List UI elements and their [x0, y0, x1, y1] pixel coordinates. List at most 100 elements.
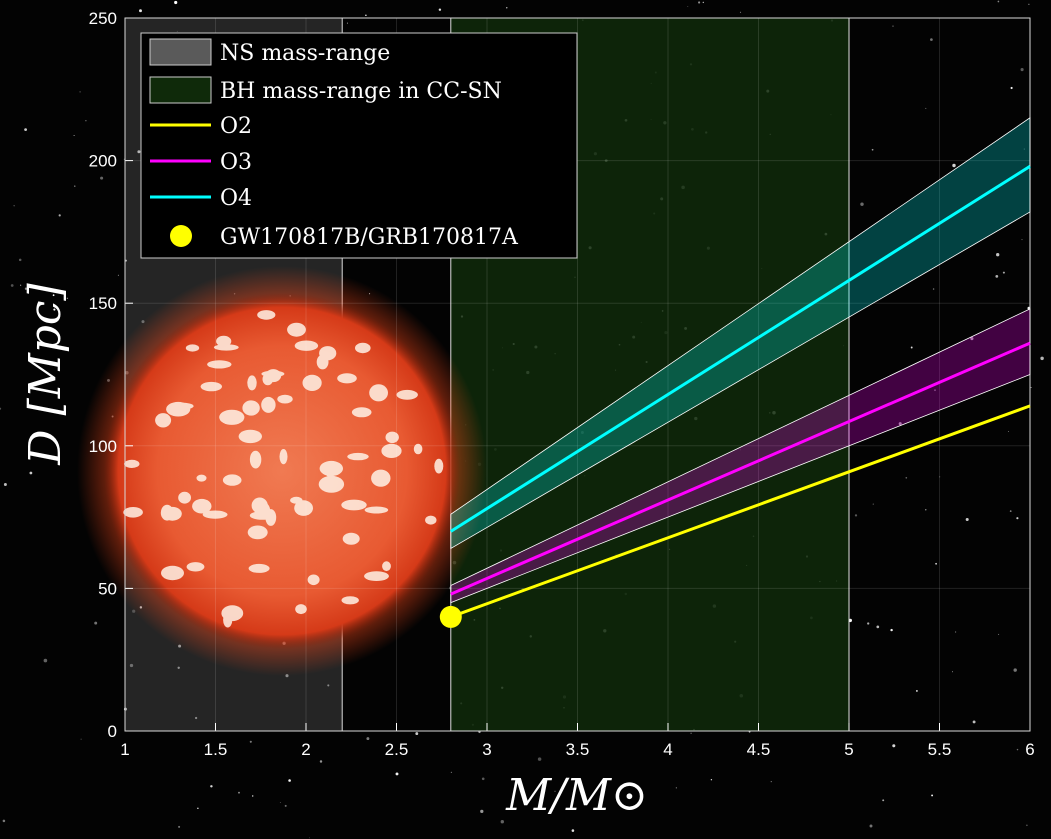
star-spot	[371, 469, 391, 487]
line-o3	[450, 341, 1031, 596]
star	[690, 732, 692, 734]
star	[872, 503, 874, 505]
star	[972, 720, 976, 724]
star-spot	[216, 335, 232, 347]
star-spot	[319, 346, 337, 361]
star	[898, 422, 902, 426]
star	[1016, 517, 1019, 520]
star-spot	[434, 458, 444, 474]
star	[20, 284, 22, 286]
star	[43, 658, 48, 663]
star-spot	[155, 413, 172, 428]
star-spot	[381, 443, 402, 458]
star-spot	[295, 604, 307, 615]
x-tick-label: 1.5	[204, 740, 228, 759]
star	[79, 91, 81, 93]
star	[197, 807, 199, 810]
star-spot	[279, 449, 288, 465]
x-tick-label: 5.5	[928, 740, 952, 759]
star	[85, 120, 87, 122]
x-tick-label: 4	[663, 740, 672, 759]
star	[932, 288, 935, 290]
star-spot	[238, 429, 262, 444]
star	[327, 684, 330, 687]
star	[952, 163, 956, 168]
star-spot	[302, 374, 322, 391]
star	[930, 38, 933, 41]
star	[698, 1, 701, 4]
star	[481, 777, 485, 781]
star-spot	[260, 503, 271, 518]
star	[965, 517, 969, 522]
star-spot	[161, 565, 184, 581]
star	[995, 275, 999, 278]
star	[0, 407, 2, 410]
star	[480, 809, 484, 814]
star-spot	[325, 468, 335, 478]
star	[2, 819, 6, 823]
star	[100, 176, 104, 180]
star	[1009, 510, 1012, 512]
x-tick-label: 2	[301, 740, 310, 759]
event-markers	[439, 605, 462, 628]
star-spot	[124, 459, 140, 468]
star	[1028, 3, 1030, 5]
star	[710, 779, 713, 781]
legend-box	[140, 32, 578, 259]
star-spot	[222, 474, 242, 486]
star-spot	[382, 561, 391, 572]
star	[892, 25, 894, 27]
star	[1013, 668, 1017, 672]
star-spot	[261, 396, 276, 413]
star	[1010, 86, 1013, 90]
star	[952, 671, 953, 673]
star	[1026, 824, 1028, 827]
star	[935, 562, 937, 565]
star	[1023, 148, 1025, 150]
star	[1007, 431, 1009, 433]
star	[871, 148, 874, 151]
star-spot	[200, 381, 222, 392]
y-tick-label: 100	[89, 437, 117, 456]
star-spot	[247, 525, 268, 540]
star-spot	[186, 562, 205, 572]
star	[288, 779, 291, 782]
y-tick-label: 200	[89, 152, 117, 171]
star	[177, 666, 180, 669]
star	[925, 509, 927, 511]
legend-swatch	[149, 76, 212, 104]
x-tick-label: 2.5	[385, 740, 409, 759]
star-spot	[364, 571, 389, 581]
star	[571, 829, 575, 832]
y-tick-label: 50	[98, 579, 117, 598]
star-spot	[413, 443, 423, 455]
star	[13, 205, 15, 207]
star-spot	[425, 515, 437, 525]
star-spot	[347, 452, 369, 461]
star	[1030, 387, 1032, 389]
star-spot	[249, 450, 262, 469]
star	[80, 738, 82, 740]
star	[675, 787, 677, 789]
star-spot	[247, 375, 257, 391]
star-spot	[364, 506, 389, 514]
star	[1002, 271, 1005, 274]
legend-label: NS mass-range	[220, 41, 390, 66]
star	[970, 337, 974, 341]
star	[238, 791, 240, 794]
star	[998, 633, 1000, 635]
legend-label: BH mass-range in CC-SN	[220, 79, 502, 104]
star	[249, 740, 252, 743]
x-tick-label: 3.5	[566, 740, 590, 759]
star	[366, 737, 370, 741]
star	[94, 621, 98, 625]
star	[687, 6, 689, 7]
legend-swatch	[149, 38, 212, 66]
star	[876, 625, 880, 629]
star-spot	[163, 506, 182, 521]
star	[739, 11, 742, 13]
star-spot	[287, 322, 306, 337]
star-spot	[341, 499, 367, 511]
event-marker-gw170817	[439, 605, 462, 628]
star	[73, 134, 75, 137]
